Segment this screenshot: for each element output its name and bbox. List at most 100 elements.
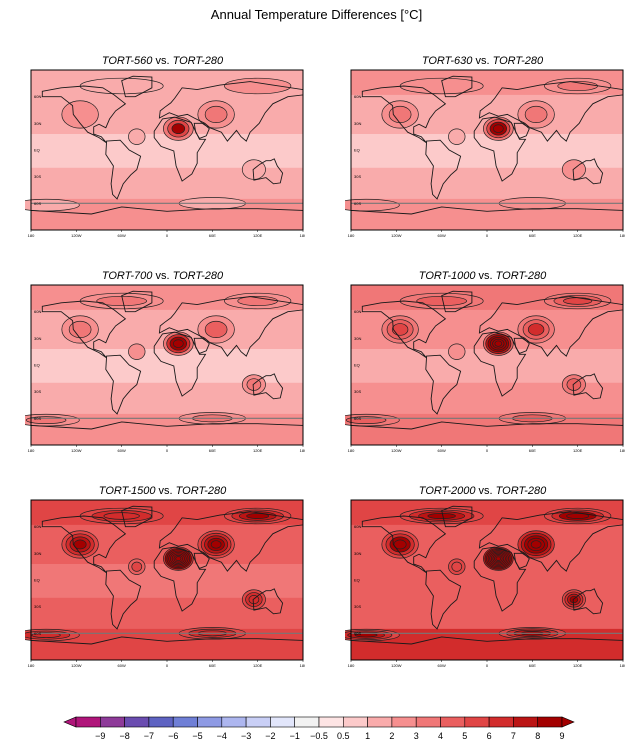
coastline xyxy=(193,122,210,139)
colorbar-label: −2 xyxy=(265,731,275,741)
lat-tick-label: 60S xyxy=(354,631,361,636)
coastline xyxy=(158,81,304,142)
lat-tick-label: 60N xyxy=(354,309,361,314)
anomaly-contour xyxy=(566,513,590,519)
lat-tick-label: 30N xyxy=(354,121,361,126)
colorbar: −9 −8 −7 −6 −5 −4 −3 −2 −1 −0.5 0.5 1 2 3 4 5 6 7 8 9 xyxy=(62,715,576,745)
lon-tick-label: 120E xyxy=(573,663,583,668)
lon-tick-label: 180 xyxy=(28,663,35,668)
lon-tick-label: 120W xyxy=(71,448,82,453)
panel-title: TORT-1000 vs. TORT-280 xyxy=(345,270,620,282)
anomaly-contour xyxy=(391,323,409,336)
lon-tick-label: 180 xyxy=(300,448,305,453)
anomaly-contour xyxy=(494,340,503,347)
colorbar-swatch xyxy=(270,716,295,728)
anomaly-contour xyxy=(451,561,463,572)
colorbar-label: −9 xyxy=(95,731,105,741)
panel-title-vs: vs. xyxy=(475,485,496,497)
colorbar-swatch xyxy=(391,716,417,728)
lat-tick-label: 30N xyxy=(34,121,41,126)
lon-tick-label: 60E xyxy=(209,663,216,668)
panel-title-vs: vs. xyxy=(472,55,493,67)
coastline xyxy=(252,588,284,615)
anomaly-contour xyxy=(527,323,545,336)
map-svg: 180 120W 60W 0 60E 120E 180 60N 30N EQ 30S 60S xyxy=(345,499,625,668)
lat-tick-label: 30S xyxy=(354,389,361,394)
anomaly-contour xyxy=(224,77,292,95)
panel-title-reference: TORT-280 xyxy=(175,485,227,497)
colorbar-svg: −9 −8 −7 −6 −5 −4 −3 −2 −1 −0.5 0.5 1 2 3 4 5 6 7 8 9 xyxy=(63,716,575,741)
lon-tick-label: 0 xyxy=(486,448,489,453)
panel-title-vs: vs. xyxy=(152,55,173,67)
lon-tick-label: 180 xyxy=(620,233,625,238)
lat-tick-label: EQ xyxy=(34,363,40,368)
panel-title-reference: TORT-280 xyxy=(172,270,224,282)
coastline xyxy=(158,296,304,357)
lat-tick-label: 60N xyxy=(354,94,361,99)
colorbar-label: 5 xyxy=(462,731,467,741)
coastline xyxy=(441,505,473,528)
panel-title: TORT-1500 vs. TORT-280 xyxy=(25,485,300,497)
map-svg: 180 120W 60W 0 60E 120E 180 60N 30N EQ 30S 60S xyxy=(345,69,625,238)
anomaly-contour xyxy=(530,540,542,549)
lat-tick-label: 60N xyxy=(34,524,41,529)
coastline xyxy=(361,515,447,574)
colorbar-label: 3 xyxy=(414,731,419,741)
lon-tick-label: 120E xyxy=(573,233,583,238)
anomaly-contour xyxy=(427,513,456,519)
coastline xyxy=(478,81,624,142)
colorbar-swatch xyxy=(124,716,150,728)
panel-title-reference: TORT-280 xyxy=(492,55,544,67)
lon-tick-label: 60E xyxy=(209,233,216,238)
lat-tick-label: 60S xyxy=(34,631,41,636)
lon-tick-label: 180 xyxy=(300,233,305,238)
colorbar-swatch xyxy=(513,716,538,728)
anomaly-contour xyxy=(448,128,466,145)
lat-tick-label: 60S xyxy=(354,416,361,421)
coastline xyxy=(121,75,153,98)
lat-tick-label: EQ xyxy=(34,578,40,583)
lon-tick-label: 0 xyxy=(166,233,169,238)
coastline xyxy=(41,300,127,359)
lon-tick-label: 180 xyxy=(348,448,355,453)
map-svg: 180 120W 60W 0 60E 120E 180 60N 30N EQ 30S 60S xyxy=(25,69,305,238)
colorbar-swatch xyxy=(488,716,514,728)
colorbar-swatch xyxy=(464,716,490,728)
colorbar-label: 2 xyxy=(389,731,394,741)
lon-tick-label: 180 xyxy=(300,663,305,668)
lon-tick-label: 180 xyxy=(348,663,355,668)
anomaly-contour xyxy=(210,540,222,549)
lat-tick-label: EQ xyxy=(34,148,40,153)
lat-tick-label: 60S xyxy=(34,201,41,206)
anomaly-contour xyxy=(61,100,99,129)
panel-title-reference: TORT-280 xyxy=(172,55,224,67)
lat-tick-label: EQ xyxy=(354,578,360,583)
coastline xyxy=(153,331,207,397)
lon-tick-label: 60W xyxy=(118,448,126,453)
anomaly-contour xyxy=(25,416,67,424)
colorbar-label: −0.5 xyxy=(310,731,328,741)
lon-tick-label: 180 xyxy=(620,663,625,668)
anomaly-contour xyxy=(172,339,184,348)
lon-tick-label: 180 xyxy=(28,233,35,238)
coastline xyxy=(153,116,207,182)
coastline xyxy=(478,296,624,357)
lon-tick-label: 0 xyxy=(166,663,169,668)
colorbar-min-arrow xyxy=(63,716,77,728)
colorbar-label: 1 xyxy=(365,731,370,741)
anomaly-contour xyxy=(103,512,140,520)
lat-tick-label: 30N xyxy=(34,551,41,556)
panel-title-scenario: TORT-700 xyxy=(101,270,153,282)
anomaly-contour xyxy=(131,561,143,572)
lon-tick-label: 60W xyxy=(438,233,446,238)
lon-tick-label: 120E xyxy=(573,448,583,453)
coastline xyxy=(425,354,462,415)
panel-title-reference: TORT-280 xyxy=(495,270,547,282)
coastline xyxy=(441,290,473,313)
panel-title: TORT-700 vs. TORT-280 xyxy=(25,270,300,282)
colorbar-label: −7 xyxy=(144,731,154,741)
colorbar-label: 8 xyxy=(535,731,540,741)
lon-tick-label: 60W xyxy=(438,448,446,453)
coastline xyxy=(441,75,473,98)
lon-tick-label: 120W xyxy=(71,233,82,238)
